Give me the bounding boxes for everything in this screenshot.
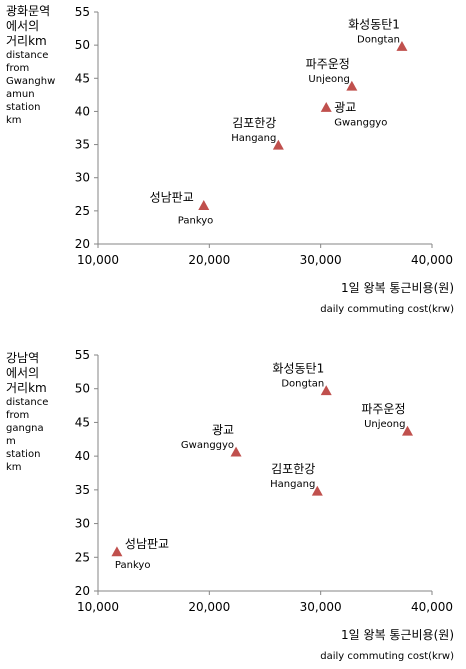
point-label: 광교 [334,100,356,114]
x-axis-title-en: daily commuting cost(krw) [320,651,454,662]
y-tick-label: 30 [75,517,90,531]
x-tick-label: 40,000 [411,253,453,267]
point-label-en: Dongtan [281,379,324,390]
y-axis-title: 강남역 에서의 거리km distance from gangna m stat… [6,351,48,474]
point-label-en: Unjeong [364,419,405,430]
data-point [311,485,323,496]
y-title-en-line: from [6,63,30,74]
chart-gwanghwamun: 광화문역 에서의 거리km distance from Gwanghw amun… [0,0,466,334]
y-tick-label: 30 [75,171,90,185]
data-point [402,425,414,436]
y-tick-label: 45 [75,71,90,85]
x-tick-label: 30,000 [300,253,342,267]
point-label: 광교 [212,423,234,437]
y-title-en-line: from [6,410,30,421]
point-label-en: Gwanggyo [181,440,234,451]
y-tick-label: 45 [75,415,90,429]
y-tick-label: 55 [75,5,90,19]
y-tick-label: 55 [75,348,90,362]
point-label-en: Dongtan [357,34,400,45]
x-axis-title: 1일 왕복 통근비용(원) [341,281,454,295]
point-label-en: Hangang [270,479,315,490]
y-title-en-line: distance [6,50,49,61]
data-point [230,446,242,457]
point-label-en: Pankyo [178,216,214,227]
y-title-en-line: km [6,462,22,473]
y-title-line: 강남역 [6,351,40,365]
y-title-line: 에서의 [6,19,40,33]
y-tick-label: 40 [75,104,90,118]
y-title-en-line: km [6,115,22,126]
x-axis-title-en: daily commuting cost(krw) [320,304,454,315]
scatter-plot: 20 25 30 35 40 45 50 55 10,000 20,000 30,000 40,000… [75,5,454,315]
point-label-en: Hangang [231,133,276,144]
y-title-en-line: distance [6,397,49,408]
x-tick-label: 10,000 [77,253,119,267]
y-title-line: 에서의 [6,366,40,380]
y-title-line: 거리km [6,381,47,395]
x-tick-label: 40,000 [411,600,453,614]
data-point [111,546,123,557]
point-label: 파주운정 [361,402,405,416]
data-point [346,80,358,91]
y-tick-label: 25 [75,550,90,564]
y-title-en-line: station [6,102,41,113]
data-point [198,200,210,210]
data-point [320,385,332,396]
point-label-en: Unjeong [308,74,349,85]
x-tick-label: 20,000 [188,253,230,267]
y-tick-label: 35 [75,138,90,152]
point-label-en: Pankyo [115,560,151,571]
x-axis-title: 1일 왕복 통근비용(원) [341,628,454,642]
y-tick-label: 25 [75,204,90,218]
x-tick-label: 10,000 [77,600,119,614]
point-label: 김포한강 [271,462,315,476]
data-point [396,40,408,51]
x-tick-label: 20,000 [188,600,230,614]
y-title-en-line: m [6,436,16,447]
y-tick-label: 20 [75,237,90,251]
y-title-line: 거리km [6,34,47,48]
point-label-en: Gwanggyo [334,117,387,128]
data-point [272,139,284,150]
point-label: 화성동탄1 [348,17,400,31]
y-title-line: 광화문역 [6,4,51,18]
point-label: 화성동탄1 [272,362,324,376]
y-title-en-line: Gwanghw [6,76,56,87]
y-tick-label: 50 [75,382,90,396]
y-title-en-line: amun [6,89,35,100]
chart-gangnam: 강남역 에서의 거리km distance from gangna m stat… [0,335,466,669]
y-tick-label: 40 [75,449,90,463]
y-tick-label: 35 [75,483,90,497]
point-label: 성남판교 [150,191,194,205]
y-tick-label: 50 [75,38,90,52]
point-label: 김포한강 [232,116,276,130]
scatter-plot: 20 25 30 35 40 45 50 55 10,000 20,000 30,000 40,000… [75,348,454,662]
point-label: 파주운정 [306,57,350,71]
x-tick-label: 30,000 [300,600,342,614]
point-label: 성남판교 [125,537,169,551]
y-axis-title: 광화문역 에서의 거리km distance from Gwanghw amun… [6,4,55,127]
data-point [320,101,332,112]
y-tick-label: 20 [75,584,90,598]
y-title-en-line: station [6,449,41,460]
y-title-en-line: gangna [6,423,44,434]
